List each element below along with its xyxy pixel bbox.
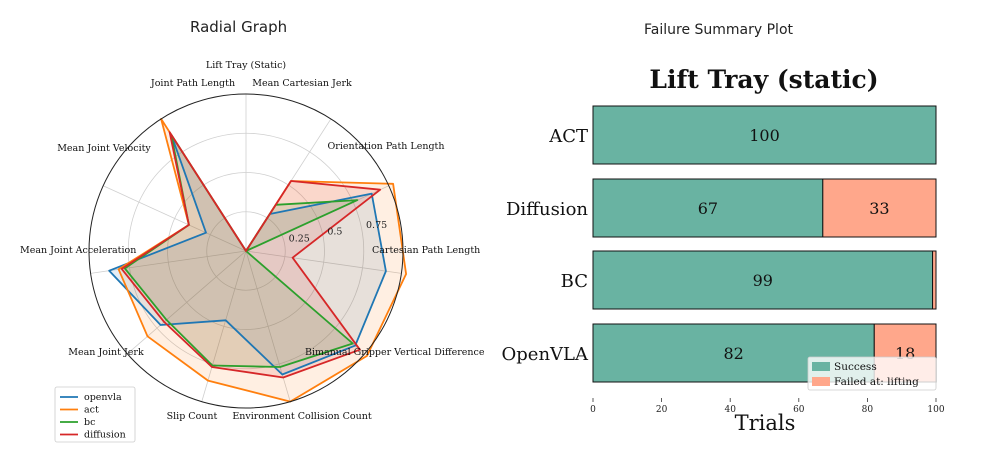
bar-value-label: 67 bbox=[698, 199, 718, 218]
bar-success-act bbox=[592, 105, 937, 165]
legend-label-failed: Failed at: lifting bbox=[834, 376, 919, 388]
radar-spoke-8 bbox=[90, 250, 247, 274]
radial-graph-heading: Radial Graph bbox=[190, 18, 288, 36]
bar-success-bc bbox=[592, 250, 934, 310]
category-label-openvla: OpenVLA bbox=[502, 344, 589, 365]
radar-spoke-5 bbox=[245, 250, 291, 402]
radar-axis-label: Cartesian Path Length bbox=[372, 245, 480, 256]
radar-axis-label: Mean Joint Jerk bbox=[68, 347, 144, 358]
bar-legend-box bbox=[807, 356, 937, 391]
x-tick-label: 80 bbox=[862, 405, 874, 415]
radar-line-diffusion bbox=[120, 131, 382, 379]
radar-fill-openvla bbox=[109, 134, 386, 375]
radar-axis-label: Bimanual Gripper Vertical Difference bbox=[305, 347, 485, 358]
radar-chart: 0.25 0.5 0.75 Lift Tray (Static) Mean Cartes… bbox=[20, 60, 485, 443]
radar-outer-ring bbox=[88, 93, 404, 409]
bar-value-label: 99 bbox=[753, 271, 773, 290]
radar-axis-label: Orientation Path Length bbox=[328, 141, 445, 152]
x-tick-label: 100 bbox=[927, 405, 944, 415]
bar-failed-at-bc bbox=[932, 250, 937, 310]
legend-label-bc: bc bbox=[84, 417, 95, 428]
radar-tick-label: 0.75 bbox=[366, 220, 387, 231]
category-label-bc: BC bbox=[561, 271, 588, 292]
radar-axis-label: Mean Cartesian Jerk bbox=[252, 78, 352, 89]
legend-swatch-failed bbox=[812, 377, 830, 386]
radar-legend-box bbox=[54, 386, 136, 443]
radar-axis-label: Environment Collision Count bbox=[232, 411, 372, 422]
radar-spoke-6 bbox=[201, 250, 247, 402]
bar-chart-title: Lift Tray (static) bbox=[649, 65, 878, 94]
category-label-act: ACT bbox=[548, 126, 588, 147]
x-axis-label: Trials bbox=[735, 411, 796, 435]
legend-label-act: act bbox=[84, 405, 99, 416]
radar-tick-label: 0.25 bbox=[289, 233, 310, 244]
radar-line-openvla bbox=[108, 133, 387, 376]
radar-axis-label: Joint Path Length bbox=[150, 78, 235, 89]
legend-label-success: Success bbox=[834, 361, 877, 373]
legend-label-diffusion: diffusion bbox=[84, 430, 126, 441]
x-tick-label: 0 bbox=[590, 405, 596, 415]
radar-axis-label: Mean Joint Acceleration bbox=[20, 245, 136, 256]
bar-value-label: 82 bbox=[723, 344, 743, 363]
radar-tick-label: 0.5 bbox=[327, 227, 342, 238]
radar-line-act bbox=[117, 118, 408, 403]
bar-legend: Success Failed at: lifting bbox=[807, 356, 937, 391]
legend-swatch-success bbox=[812, 362, 830, 371]
radar-axis-label: Mean Joint Velocity bbox=[57, 143, 151, 154]
x-tick-label: 40 bbox=[724, 405, 736, 415]
radar-axis-label: Slip Count bbox=[167, 411, 218, 422]
bar-value-label: 100 bbox=[749, 126, 780, 145]
failure-bar-chart: Lift Tray (static) 100 ACT 67 33 Diffusion 99 B… bbox=[502, 65, 945, 435]
radar-spoke-9 bbox=[103, 185, 247, 252]
bar-value-label: 33 bbox=[869, 199, 889, 218]
x-tick-label: 60 bbox=[793, 405, 805, 415]
failure-summary-heading: Failure Summary Plot bbox=[644, 22, 794, 38]
bar-failed-at-diffusion bbox=[822, 178, 937, 238]
radar-axis-label: Lift Tray (Static) bbox=[206, 60, 286, 71]
bar-success-diffusion bbox=[592, 178, 824, 238]
x-tick-label: 20 bbox=[656, 405, 668, 415]
legend-label-openvla: openvla bbox=[84, 392, 122, 403]
category-label-diffusion: Diffusion bbox=[506, 199, 588, 220]
radar-spoke-3 bbox=[245, 250, 402, 274]
